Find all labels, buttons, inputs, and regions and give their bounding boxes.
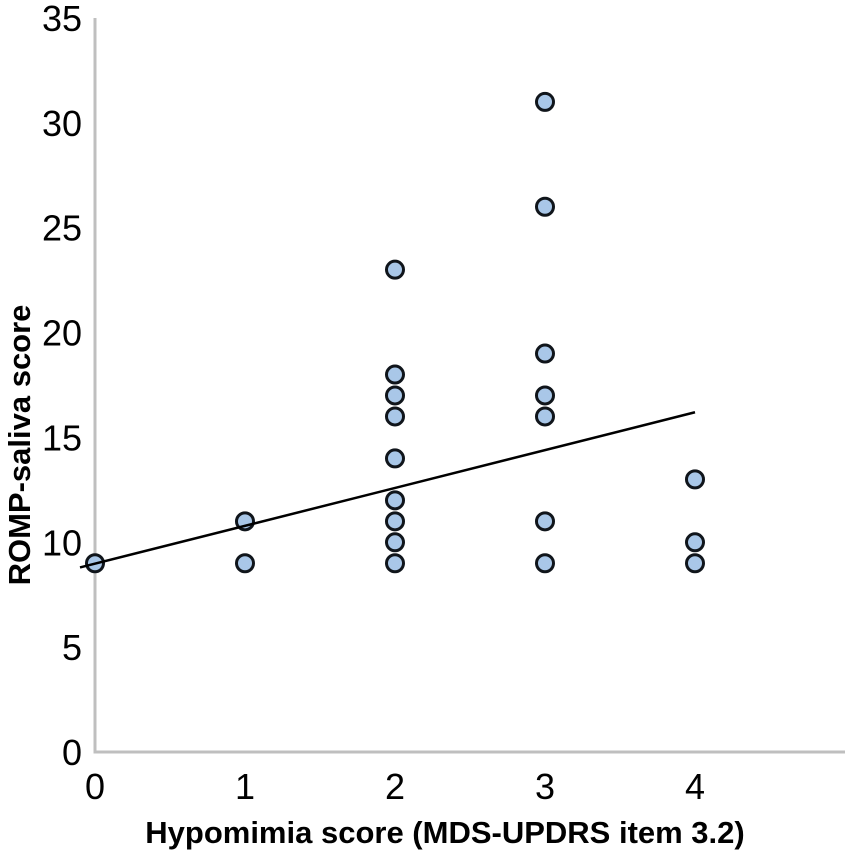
y-tick-label: 10 [42, 522, 82, 563]
data-point [535, 553, 555, 574]
y-tick-label: 5 [62, 627, 82, 668]
data-point [685, 469, 705, 490]
data-point [685, 532, 705, 553]
data-point [685, 553, 705, 574]
tick-labels-layer: 0 5 10 15 20 25 30 35 0 1 2 3 4 [42, 0, 705, 807]
data-point [385, 448, 405, 469]
data-point [385, 553, 405, 574]
data-points-layer [85, 91, 705, 574]
data-point [385, 406, 405, 427]
y-tick-label: 15 [42, 417, 82, 458]
x-tick-label: 3 [535, 766, 555, 807]
data-point [535, 406, 555, 427]
data-point [235, 553, 255, 574]
data-point [535, 385, 555, 406]
x-axis-title: Hypomimia score (MDS-UPDRS item 3.2) [145, 815, 744, 850]
data-point [385, 385, 405, 406]
y-tick-label: 25 [42, 208, 82, 249]
y-axis-title: ROMP-saliva score [2, 305, 37, 586]
y-tick-label: 30 [42, 103, 82, 144]
data-point [535, 343, 555, 364]
data-point [535, 511, 555, 532]
y-tick-label: 35 [42, 0, 82, 39]
data-point [385, 364, 405, 385]
x-tick-label: 1 [235, 766, 255, 807]
x-tick-label: 4 [685, 766, 705, 807]
data-point [385, 532, 405, 553]
x-tick-label: 0 [85, 766, 105, 807]
trendline [79, 411, 696, 569]
data-point [385, 511, 405, 532]
y-tick-label: 20 [42, 313, 82, 354]
axes-layer [93, 18, 845, 754]
data-point [535, 91, 555, 112]
y-tick-label: 0 [62, 732, 82, 773]
x-tick-label: 2 [385, 766, 405, 807]
data-point [385, 490, 405, 511]
data-point [385, 259, 405, 280]
data-point [535, 196, 555, 217]
trendline-layer [79, 411, 696, 569]
